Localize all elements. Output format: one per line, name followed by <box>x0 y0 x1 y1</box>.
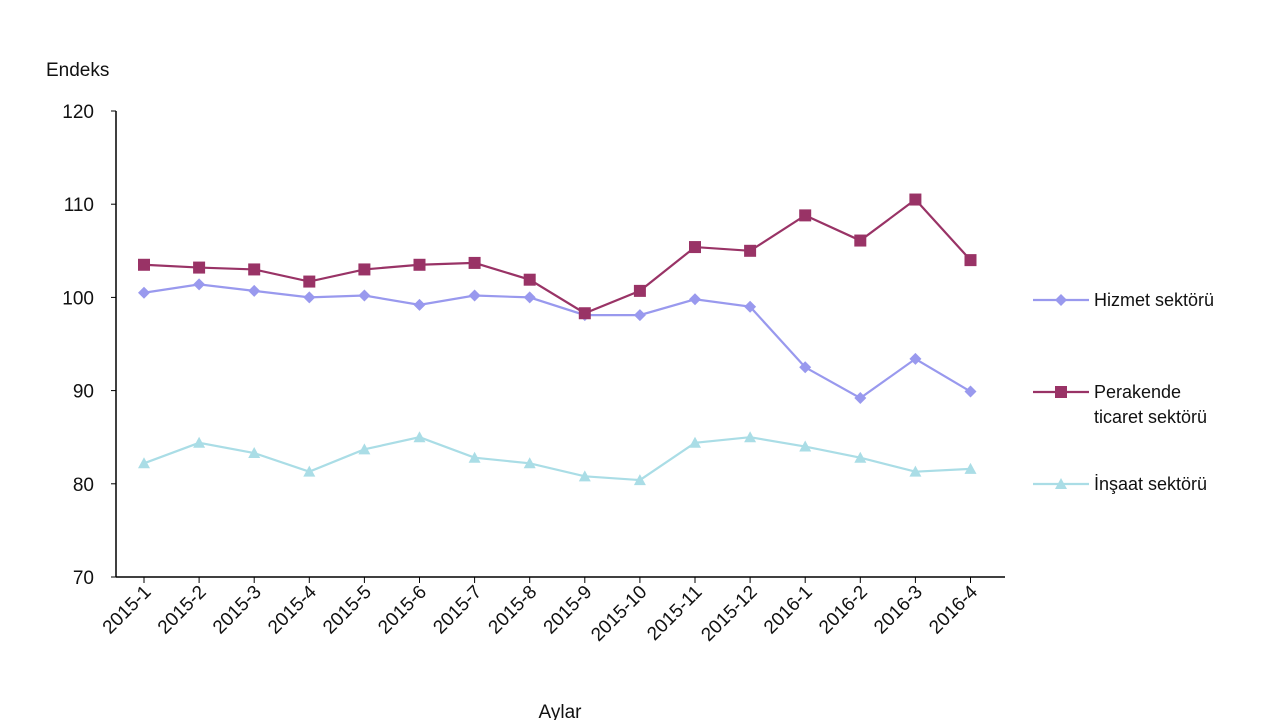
y-tick-label: 80 <box>73 475 94 496</box>
legend-label: Perakende <box>1094 382 1181 402</box>
x-tick-label: 2016-4 <box>925 581 982 638</box>
series-triangle <box>138 431 977 486</box>
series-square <box>138 193 977 320</box>
y-axis-label: Endeks <box>46 60 109 81</box>
x-axis-label: Aylar <box>539 702 583 720</box>
data-point <box>358 263 371 276</box>
series-line <box>143 436 971 482</box>
x-tick-label: 2015-2 <box>154 582 211 639</box>
data-point <box>964 462 977 474</box>
data-point <box>689 241 701 254</box>
y-tick-label: 100 <box>62 288 94 309</box>
data-point <box>138 457 150 469</box>
data-point <box>633 474 646 486</box>
legend-swatch-marker <box>1055 294 1067 306</box>
data-point <box>744 431 757 443</box>
series-diamond <box>138 278 977 405</box>
data-point <box>358 443 371 455</box>
data-point <box>193 261 206 274</box>
x-tick-label: 2016-2 <box>815 582 872 639</box>
data-point <box>854 234 867 247</box>
axes: 7080901001101202015-12015-22015-32015-42… <box>62 102 1005 646</box>
data-point <box>303 291 316 304</box>
data-point <box>303 275 316 288</box>
legend-swatch-marker <box>1055 478 1067 489</box>
data-point <box>523 457 536 469</box>
data-point <box>909 193 922 206</box>
data-point <box>799 440 812 452</box>
data-point <box>413 298 426 311</box>
data-point <box>138 258 150 271</box>
data-point <box>909 465 922 477</box>
data-point <box>523 273 536 286</box>
legend-label: İnşaat sektörü <box>1094 474 1207 494</box>
legend-item: Hizmet sektörü <box>1033 290 1214 310</box>
data-point <box>523 291 536 304</box>
x-tick-label: 2015-4 <box>264 581 321 638</box>
data-point <box>193 278 206 291</box>
y-tick-label: 70 <box>73 568 94 589</box>
data-point <box>468 256 481 269</box>
y-tick-label: 110 <box>64 195 94 216</box>
data-point <box>413 431 426 443</box>
x-tick-label: 2015-11 <box>643 582 706 645</box>
data-point <box>744 300 757 313</box>
data-point <box>689 436 701 448</box>
data-point <box>689 293 701 306</box>
data-point <box>633 284 646 297</box>
data-point <box>854 392 867 405</box>
data-point <box>413 258 426 271</box>
x-tick-label: 2016-1 <box>760 582 817 639</box>
legend-label: ticaret sektörü <box>1094 407 1207 427</box>
data-point <box>799 209 812 222</box>
data-point <box>303 465 316 477</box>
data-point <box>633 309 646 322</box>
x-tick-label: 2015-3 <box>209 582 266 639</box>
data-point <box>854 451 867 463</box>
data-point <box>248 284 261 297</box>
legend-swatch-marker <box>1055 386 1067 398</box>
data-point <box>138 286 150 299</box>
data-point <box>578 307 591 320</box>
data-point <box>358 289 371 302</box>
series-line <box>143 198 972 315</box>
series-line <box>143 283 972 400</box>
x-tick-label: 2015-12 <box>697 582 761 646</box>
data-point <box>468 451 481 463</box>
data-point <box>468 289 481 302</box>
legend-item: Perakende ticaret sektörü <box>1033 382 1207 427</box>
data-point <box>248 263 261 276</box>
legend: Hizmet sektörü Perakende ticaret sektörü İn… <box>1033 290 1214 494</box>
x-tick-label: 2015-5 <box>319 582 376 639</box>
data-point <box>909 352 922 365</box>
data-point <box>744 244 757 257</box>
legend-item: İnşaat sektörü <box>1033 474 1207 494</box>
x-tick-label: 2016-3 <box>870 582 927 639</box>
data-point <box>248 447 261 459</box>
x-tick-label: 2015-1 <box>99 582 156 639</box>
legend-label: Hizmet sektörü <box>1094 290 1214 310</box>
y-tick-label: 90 <box>73 382 94 403</box>
data-point <box>193 436 206 448</box>
y-tick-label: 120 <box>62 102 94 123</box>
data-point <box>964 254 977 267</box>
data-point <box>799 361 812 374</box>
x-tick-label: 2015-10 <box>587 582 651 646</box>
x-tick-label: 2015-7 <box>429 582 486 639</box>
data-point <box>578 470 591 482</box>
data-point <box>964 385 977 398</box>
x-tick-label: 2015-8 <box>485 582 542 639</box>
series-layer <box>138 193 977 486</box>
x-tick-label: 2015-6 <box>374 582 431 639</box>
